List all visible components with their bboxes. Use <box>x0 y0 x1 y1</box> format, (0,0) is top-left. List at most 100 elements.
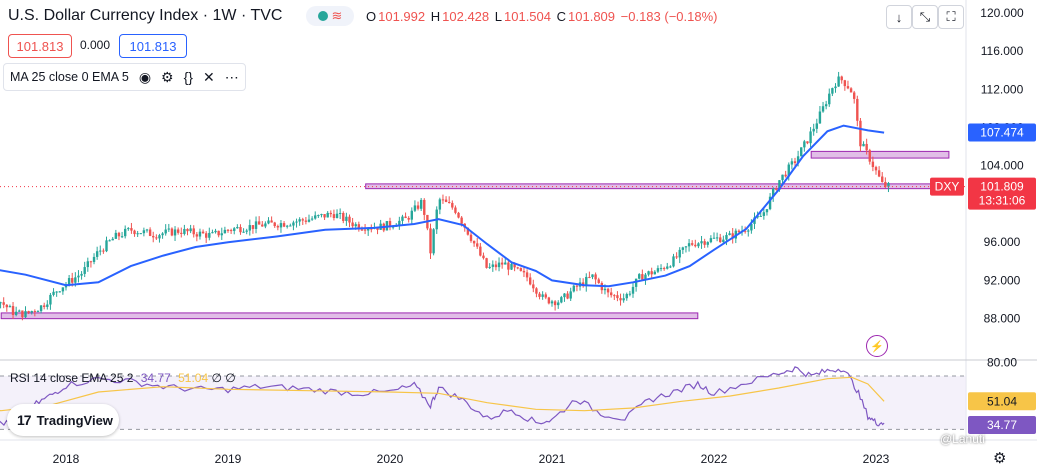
candle-body <box>466 227 470 235</box>
candle-body <box>198 231 202 237</box>
candle-body <box>644 274 647 280</box>
candle-body <box>155 237 158 239</box>
candle-body <box>320 214 323 216</box>
candle-body <box>485 258 488 268</box>
candle-body <box>815 123 819 129</box>
candle-body <box>348 216 351 223</box>
candle-body <box>563 293 566 298</box>
braces-icon[interactable]: {} <box>183 69 193 85</box>
candle-body <box>301 219 304 221</box>
arrow-down-icon[interactable]: ↓ <box>886 5 912 29</box>
candle-body <box>298 219 301 222</box>
eye-icon[interactable]: ◉ <box>138 68 152 85</box>
candle-body <box>476 243 479 247</box>
candle-body <box>220 233 223 236</box>
candle-body <box>884 181 887 187</box>
candle-body <box>211 232 214 234</box>
symbol-title[interactable]: U.S. Dollar Currency Index · 1W · TVC <box>8 7 283 24</box>
low-label: L <box>494 9 502 24</box>
candle-body <box>731 233 734 239</box>
market-status-icon[interactable]: ≋ <box>306 6 354 26</box>
candle-body <box>597 279 600 283</box>
candle-body <box>335 213 339 218</box>
candle-body <box>376 227 379 230</box>
candle-body <box>697 243 700 247</box>
candle-body <box>809 131 812 144</box>
more-icon[interactable]: ⋯ <box>224 68 239 85</box>
rsi-ema-value: 51.04 <box>178 371 209 385</box>
symbol-tag-text: DXY <box>935 180 960 194</box>
candle-body <box>21 310 24 318</box>
candle-body <box>444 199 448 202</box>
high-value: 102.428 <box>442 9 490 24</box>
candle-body <box>768 196 772 210</box>
candle-body <box>859 120 862 147</box>
open-label: O <box>366 9 377 24</box>
candle-body <box>535 288 538 294</box>
last-price-text: 101.809 <box>980 180 1024 194</box>
rsi-legend[interactable]: RSI 14 close EMA 25 2 34.77 51.04 ∅ ∅ <box>10 371 236 385</box>
candle-body <box>647 271 650 275</box>
candle-body <box>46 304 49 307</box>
candle-body <box>111 238 114 241</box>
candle-body <box>572 285 576 292</box>
settings-gear-icon[interactable]: ⚙ <box>993 450 1007 467</box>
candle-body <box>248 225 252 231</box>
candle-body <box>619 298 622 301</box>
candle-body <box>790 161 794 165</box>
candle-body <box>2 302 5 305</box>
candle-body <box>117 232 121 237</box>
tradingview-logo[interactable]: 17 TradingView <box>7 404 119 436</box>
candle-body <box>750 223 753 231</box>
candle-body <box>77 275 80 278</box>
candle-body <box>24 311 27 318</box>
candle-body <box>130 228 133 231</box>
candle-body <box>765 209 769 213</box>
sell-button[interactable]: 101.813 <box>8 34 72 58</box>
candle-body <box>538 293 541 297</box>
candle-body <box>438 199 442 210</box>
candle-body <box>370 228 373 230</box>
buy-button[interactable]: 101.813 <box>119 34 187 58</box>
lightning-icon[interactable]: ⚡ <box>866 335 888 357</box>
candle-body <box>491 264 495 267</box>
candle-body <box>61 287 65 292</box>
candle-body <box>500 262 504 265</box>
market-open-dot-icon <box>317 11 328 21</box>
ohlc-values: O 101.992 H 102.428 L 101.504 C 101.809 −0.1… <box>366 9 720 24</box>
time-tick-label: 2021 <box>539 452 566 466</box>
candle-body <box>429 228 432 254</box>
candle-body <box>771 188 775 197</box>
close-icon[interactable]: ✕ <box>202 68 215 85</box>
candle-body <box>239 227 242 233</box>
candle-body <box>186 228 189 232</box>
candle-body <box>133 230 136 235</box>
candle-body <box>687 243 691 247</box>
candle-body <box>862 143 865 147</box>
collapse-icon[interactable]: ⤡ <box>912 5 938 29</box>
candle-body <box>706 242 709 245</box>
candle-body <box>803 141 806 148</box>
gear-icon[interactable]: ⚙ <box>161 68 174 85</box>
candle-body <box>351 222 354 227</box>
candle-body <box>544 294 547 298</box>
candle-body <box>388 221 392 227</box>
fullscreen-icon[interactable]: ⛶ <box>938 5 964 29</box>
candle-body <box>8 306 12 308</box>
rsi-tag <box>968 415 1036 434</box>
candle-body <box>329 212 333 215</box>
indicator-legend[interactable]: MA 25 close 0 EMA 5 ◉ ⚙ {} ✕ ⋯ <box>3 63 246 91</box>
candle-body <box>164 229 167 234</box>
candle-body <box>158 235 161 239</box>
candle-body <box>326 212 329 218</box>
indicator-label: MA 25 close 0 EMA 5 <box>10 70 129 84</box>
candle-body <box>189 228 192 232</box>
candle-body <box>33 311 37 313</box>
candle-body <box>479 246 482 256</box>
candle-body <box>700 241 703 244</box>
candle-body <box>357 224 361 230</box>
ma-price-tag-text: 107.474 <box>980 126 1024 140</box>
candle-body <box>310 218 314 220</box>
candle-body <box>251 225 255 229</box>
